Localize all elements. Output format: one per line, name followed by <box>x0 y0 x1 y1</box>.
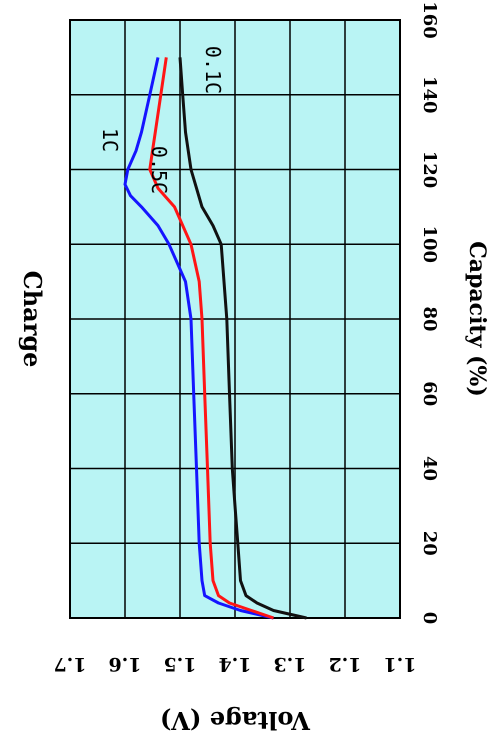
y-tick-labels: 1.1 1.2 1.3 1.4 1.5 1.6 1.7 <box>53 653 416 675</box>
annotation-0: 1C <box>98 128 122 152</box>
y-tick-label-1: 1.2 <box>328 653 361 675</box>
y-axis-label: Voltage (V) <box>160 706 311 735</box>
y-tick-label-2: 1.3 <box>273 653 306 675</box>
series-line-1C <box>123 57 274 620</box>
x-tick-label-1: 20 <box>419 531 440 556</box>
y-tick-label-3: 1.4 <box>218 653 251 675</box>
annotation-2: 0.1C <box>201 46 225 94</box>
y-tick-label-4: 1.5 <box>163 653 196 675</box>
y-tick-label-5: 1.6 <box>108 653 141 675</box>
series-lines <box>123 57 307 620</box>
x-tick-label-7: 140 <box>419 76 440 114</box>
y-tick-label-0: 1.1 <box>383 653 416 675</box>
series-line-0_5C <box>148 57 274 620</box>
grid-lines <box>69 19 401 619</box>
x-tick-label-4: 80 <box>419 306 440 331</box>
x-tick-labels: 0 20 40 60 80 100 120 140 160 <box>419 1 440 624</box>
series-annotations: 1C 0.5C 0.1C <box>98 46 225 194</box>
x-tick-label-6: 120 <box>419 151 440 189</box>
x-tick-label-8: 160 <box>419 1 440 39</box>
x-tick-label-3: 60 <box>419 381 440 406</box>
x-tick-label-0: 0 <box>419 612 440 625</box>
x-tick-label-2: 40 <box>419 456 440 481</box>
chart-title: Charge <box>18 271 47 368</box>
series-line-0_1C <box>178 57 307 620</box>
x-tick-label-5: 100 <box>419 225 440 263</box>
x-axis-label: Capacity (%) <box>464 241 490 396</box>
annotation-1: 0.5C <box>147 146 171 194</box>
y-tick-label-6: 1.7 <box>53 653 86 675</box>
